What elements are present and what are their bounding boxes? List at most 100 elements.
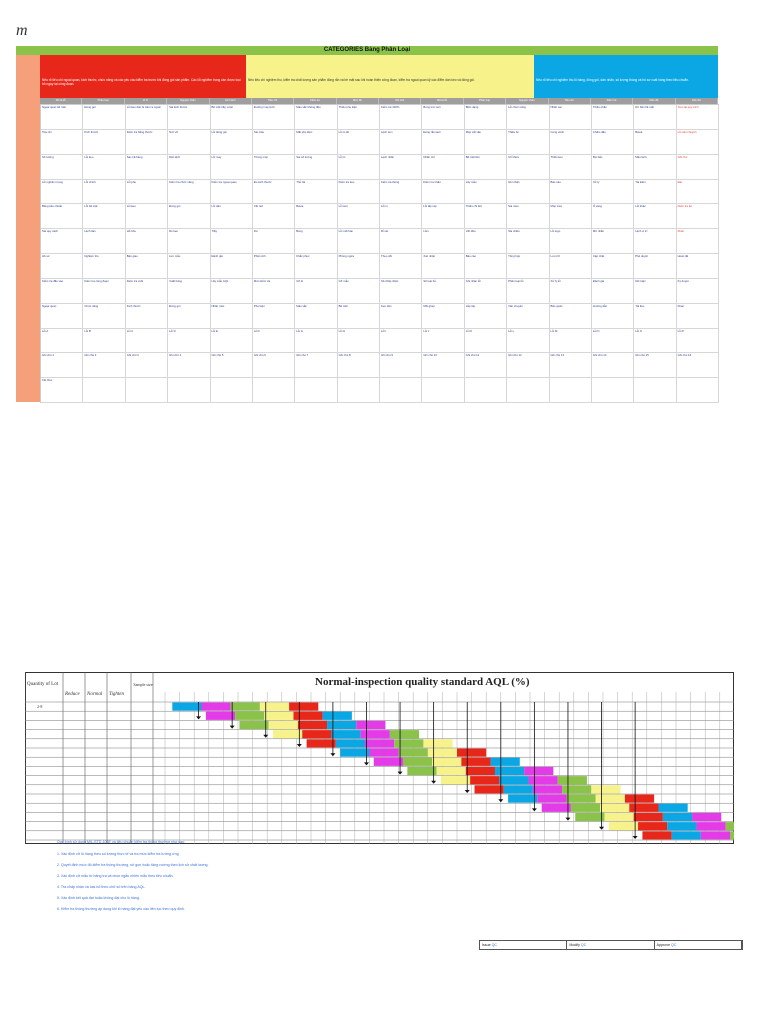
- table-cell: Báo cáo: [549, 179, 592, 205]
- aql-band: [575, 812, 605, 822]
- aql-band: [201, 702, 231, 711]
- table-cell: Rò keo: [168, 229, 211, 254]
- table-cell: Bàn giao: [125, 254, 169, 279]
- table-cell: Lỗi logo: [549, 229, 592, 254]
- lot-header: Quantity of Lot: [27, 682, 59, 687]
- table-cell: Ghi chú 13: [549, 353, 592, 379]
- col-reduce: Reduce: [65, 692, 80, 697]
- table-cell: Lưu mẫu: [168, 254, 211, 279]
- table-cell: Lỗi F: [252, 328, 296, 354]
- arrow-head: [397, 771, 403, 775]
- aql-band: [671, 831, 701, 840]
- aql-band: [268, 720, 298, 730]
- table-cell: Keo dán: [380, 303, 423, 329]
- table-cell: Cập nhật: [591, 254, 635, 279]
- table-cell: Lỗi lắp ráp: [422, 204, 465, 230]
- aql-band: [465, 766, 495, 776]
- sample-size-header: Sample size: [133, 682, 153, 687]
- arrow-head: [296, 744, 302, 747]
- table-cell: Lỗi E: [210, 328, 253, 354]
- aql-band: [591, 785, 621, 794]
- group-note-yellow: Nêu tiêu chí nghiệm thu, kiểm tra chất l…: [246, 76, 534, 98]
- table-cell: Lỗi I: [380, 328, 423, 354]
- table-cell: [634, 378, 677, 403]
- table-cell: Vết dầu: [464, 229, 508, 254]
- aql-band: [398, 748, 428, 757]
- table-cell: Ghi chú 9: [380, 353, 423, 379]
- aql-band: [499, 776, 529, 785]
- note-line: 3. Xác định cỡ mẫu từ bảng tra và chọn n…: [57, 874, 174, 878]
- table-cell: Lỗi N: [591, 328, 635, 354]
- table-cell: Màu sắc: [295, 303, 338, 329]
- table-cell: [337, 378, 380, 403]
- signature-row: Issue QC Modify QC Approve QC: [479, 940, 743, 950]
- table-cell: Lệch tâm: [83, 229, 126, 254]
- table-cell: Đo kích thước: [252, 179, 296, 205]
- table-cell: Kiểm tra lại: [676, 204, 719, 230]
- group-header-red: [40, 55, 246, 76]
- aql-band: [331, 730, 361, 739]
- table-cell: Lỗi may: [210, 154, 253, 180]
- group-header-blue: [534, 55, 718, 76]
- table-cell: Đóng gói: [83, 105, 126, 130]
- notes-intro: Quy trình sử dụng MIL-STD-105E và tiêu c…: [57, 840, 186, 844]
- company-logo: m: [16, 23, 56, 46]
- notes-block: Quy trình sử dụng MIL-STD-105E và tiêu c…: [57, 840, 577, 918]
- table-cell: Cong vênh: [549, 129, 592, 155]
- issue-cell: Issue QC: [480, 941, 568, 949]
- aql-band: [638, 822, 668, 831]
- table-cell: Chấm dầu: [591, 129, 635, 155]
- table-cell: Kiểm tra nhãn: [422, 179, 465, 205]
- approve-cell: Approve QC: [655, 941, 742, 949]
- aql-band: [658, 803, 688, 812]
- table-cell: Thiếu phụ kiện: [337, 105, 380, 130]
- aql-band: [700, 831, 731, 840]
- table-cell: Nứt vỡ: [168, 129, 211, 155]
- table-cell: Bong: [295, 229, 338, 254]
- group-note-blue: Nêu rõ tiêu chí nghiệm thu lô hàng, đóng…: [534, 76, 718, 98]
- table-cell: Phê duyệt: [634, 254, 677, 279]
- table-cell: Lỗi keo: [83, 154, 126, 180]
- note-line: 4. Tra chấp nhận và loại bỏ theo chữ số …: [57, 885, 146, 889]
- table-cell: Thùng móp: [252, 154, 296, 180]
- table-cell: Kiểm tra keo: [337, 179, 380, 205]
- table-cell: Lỗi P: [676, 328, 719, 354]
- aql-band: [293, 711, 323, 720]
- arrow-head: [632, 836, 638, 839]
- table-cell: Mối ghép: [422, 303, 465, 329]
- aql-band: [633, 812, 663, 822]
- table-cell: Theo dõi: [380, 254, 423, 279]
- aql-band: [360, 730, 390, 739]
- aql-band: [532, 785, 563, 794]
- aql-band: [273, 730, 303, 739]
- table-cell: Ghi chú 11: [464, 353, 508, 379]
- table-cell: [295, 378, 338, 403]
- table-cell: Sai kích thước: [168, 105, 211, 130]
- aql-band: [503, 785, 533, 794]
- table-cell: Lỗi keo: [125, 204, 169, 230]
- arrow-head: [330, 753, 336, 757]
- table-cell: Xử lý: [591, 179, 635, 205]
- table-cell: Số loại bỏ: [422, 278, 465, 304]
- aql-band: [624, 794, 655, 803]
- column-header: Kiểm tra: [294, 98, 337, 104]
- table-cell: Chỉ thừa: [507, 154, 550, 180]
- column-header: Mức độ: [633, 98, 676, 104]
- table-cell: Kiểm tra bằng thước: [125, 129, 169, 155]
- table-cell: Ngoại quan bề mặt: [41, 105, 84, 130]
- aql-band: [440, 776, 471, 785]
- table-cell: Lỗi mối hàn: [337, 229, 380, 254]
- aql-band: [474, 785, 504, 794]
- table-cell: Lỗi chức năng: [507, 105, 550, 130]
- table-cell: Lỗi khác: [634, 204, 677, 230]
- table-cell: Bề mặt trầy xước: [210, 105, 253, 130]
- aql-band: [562, 785, 592, 794]
- table-cell: Lỗi H: [337, 328, 380, 354]
- table-cell: Lỗi in: [380, 204, 423, 230]
- column-header: Phân loại: [82, 98, 125, 104]
- column-header: Kiểm tra: [591, 98, 634, 104]
- aql-band: [725, 822, 734, 831]
- table-cell: Lỗi D: [168, 328, 211, 354]
- aql-band: [356, 720, 386, 730]
- table-cell: Bụi bẩn: [591, 154, 635, 180]
